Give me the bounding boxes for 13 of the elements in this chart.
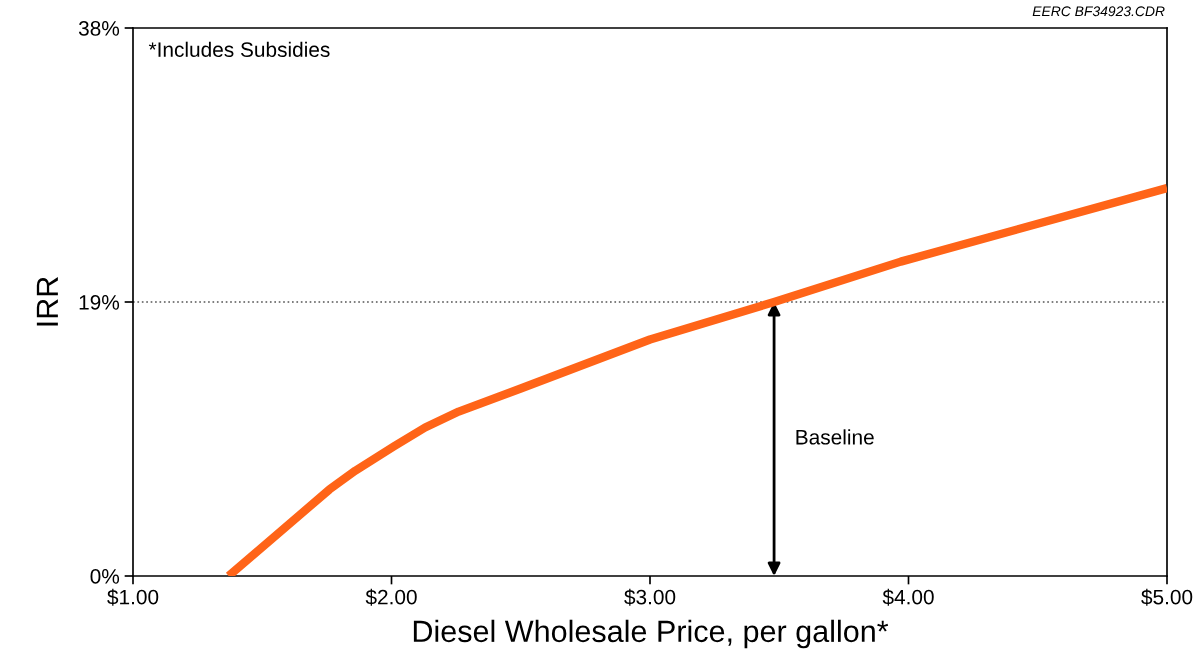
y-tick-label: 38% (78, 21, 120, 36)
x-tick-label: $1.00 (107, 588, 159, 606)
annotation: *Includes Subsidies (148, 41, 330, 57)
text: EERC BF34923.CDR (1032, 6, 1165, 17)
y-axis-title: IRR (36, 277, 58, 326)
y-tick-label: 0% (90, 569, 120, 584)
y-tick-label: 19% (79, 295, 120, 310)
annotation: Baseline (796, 429, 874, 445)
x-axis-title: Diesel Wholesale Price, per gallon* (413, 619, 889, 649)
x-tick-label: $2.00 (365, 588, 417, 606)
x-tick-label: $4.00 (882, 588, 934, 606)
x-tick-label: $3.00 (624, 588, 676, 606)
x-tick-label: $5.00 (1141, 588, 1193, 606)
